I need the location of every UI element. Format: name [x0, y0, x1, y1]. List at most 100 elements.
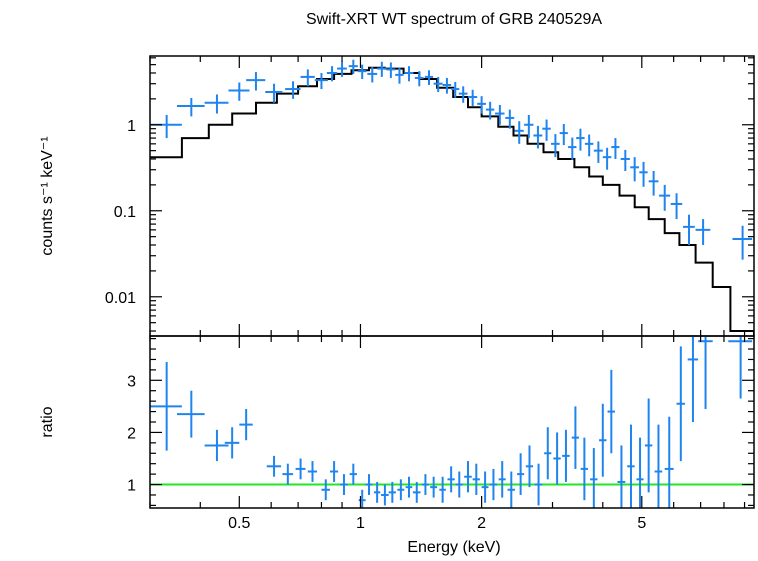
- model-step-line: [150, 66, 754, 336]
- spectrum-data-point: [458, 86, 468, 103]
- ratio-plot-area: [150, 336, 754, 508]
- spectrum-y-ticks: 0.01 0.1 1: [105, 57, 754, 332]
- ratio-data-point: [349, 463, 357, 485]
- spectrum-data-point: [551, 134, 560, 158]
- ratio-data-point: [489, 468, 498, 501]
- spectrum-data-point: [639, 161, 648, 187]
- spectrum-data-point: [467, 89, 478, 107]
- ratio-y-ticks: 1 2 3: [127, 338, 754, 506]
- spectrum-data-point: [533, 125, 543, 149]
- spectrum-data-point: [568, 137, 577, 160]
- spectrum-data-point: [367, 66, 378, 83]
- x-axis-label: Energy (keV): [407, 539, 500, 556]
- spectrum-data-point: [285, 81, 301, 99]
- ratio-data-point: [553, 432, 561, 485]
- ratio-data-point: [498, 461, 506, 498]
- ratio-data-point: [654, 424, 663, 508]
- spectrum-data-point: [228, 82, 250, 101]
- ratio-data-point: [481, 471, 489, 503]
- ratio-x-ticks: 0.5 1 2 5: [149, 336, 746, 532]
- ratio-data-point: [525, 445, 534, 488]
- ratio-data-point: [544, 427, 552, 480]
- spectrum-data-point: [630, 157, 639, 182]
- ratio-data-point: [381, 484, 389, 506]
- ratio-data-point: [464, 461, 472, 493]
- spectrum-data-point: [386, 62, 396, 78]
- spectrum-data-point: [524, 114, 534, 139]
- ratio-data-point: [397, 479, 405, 501]
- ratio-y-tick-label: 1: [127, 478, 136, 495]
- ratio-data-point: [430, 476, 438, 498]
- ratio-data-point: [687, 336, 699, 422]
- spectrum-data-point: [611, 138, 620, 159]
- spectrum-y-axis-label: counts s⁻¹ keV⁻¹: [39, 136, 56, 255]
- ratio-y-tick-label: 3: [127, 373, 136, 390]
- ratio-y-tick-label: 2: [127, 425, 136, 442]
- spectrum-data-point: [404, 66, 414, 82]
- ratio-data-point: [607, 369, 616, 454]
- plot-layer: 0.01 0.1 1 1 2 3 0.5 1 2 5: [105, 55, 755, 532]
- spectrum-data-point: [495, 104, 505, 125]
- ratio-data-point: [421, 474, 429, 495]
- x-tick-label: 1: [356, 515, 365, 532]
- ratio-data-point: [412, 481, 421, 503]
- ratio-data-point: [517, 453, 525, 495]
- spectrum-y-tick-label: 0.1: [114, 204, 136, 221]
- spectrum-data-point: [326, 66, 338, 82]
- ratio-data-point: [239, 408, 253, 441]
- spectrum-panel: 0.01 0.1 1: [105, 55, 755, 337]
- spectrum-y-tick-label: 0.01: [105, 290, 136, 307]
- spectrum-data-point: [246, 72, 266, 91]
- ratio-data-point: [340, 474, 348, 495]
- spectrum-data-point: [593, 141, 603, 163]
- spectrum-data-point: [485, 101, 495, 120]
- ratio-data-point: [664, 416, 674, 508]
- ratio-data-point: [150, 362, 182, 451]
- spectrum-data-point: [620, 149, 630, 171]
- ratio-data-point: [644, 398, 653, 493]
- spectrum-data-point: [505, 109, 515, 129]
- ratio-data-point: [590, 448, 598, 508]
- ratio-data-point: [534, 463, 543, 506]
- spectrum-data-point: [602, 147, 612, 170]
- ratio-data-point: [562, 429, 570, 482]
- spectrum-data-point: [414, 71, 424, 87]
- ratio-data-point: [266, 455, 282, 477]
- spectrum-data-point: [670, 193, 683, 220]
- x-tick-label: 2: [477, 515, 486, 532]
- spectrum-data-point: [265, 83, 283, 103]
- ratio-data-point: [447, 466, 455, 493]
- ratio-data-point: [439, 476, 446, 503]
- spectrum-data-point: [732, 225, 753, 260]
- ratio-data-point: [307, 461, 318, 482]
- spectrum-data-point: [559, 124, 568, 146]
- ratio-data-point: [571, 406, 579, 469]
- ratio-data-point: [373, 481, 381, 503]
- ratio-data-point: [204, 429, 229, 462]
- spectrum-data-point: [433, 76, 443, 93]
- spectrum-data-point: [695, 219, 711, 245]
- spectrum-data-point: [648, 170, 659, 196]
- spectrum-data-point: [683, 214, 695, 245]
- ratio-data-point: [636, 437, 644, 508]
- ratio-y-axis-label: ratio: [39, 406, 56, 437]
- chart-title: Swift-XRT WT spectrum of GRB 240529A: [306, 11, 602, 28]
- ratio-data-point: [698, 336, 713, 409]
- spectrum-data-point: [424, 70, 434, 85]
- spectrum-data-point: [576, 128, 585, 151]
- ratio-data-point: [358, 489, 366, 508]
- ratio-data-point: [388, 481, 396, 503]
- spectrum-data-point: [514, 121, 524, 144]
- spectrum-data-point: [204, 94, 229, 114]
- ratio-data-point: [224, 427, 240, 459]
- spectrum-data-point: [300, 69, 315, 87]
- ratio-panel: 1 2 3 0.5 1 2 5: [127, 335, 755, 532]
- spectrum-data-point: [357, 64, 367, 80]
- spectrum-data-point: [314, 72, 328, 90]
- ratio-data-point: [282, 463, 294, 485]
- x-tick-label: 5: [637, 515, 646, 532]
- spectrum-data-point: [451, 81, 460, 98]
- spectrum-plot-area: [150, 59, 754, 336]
